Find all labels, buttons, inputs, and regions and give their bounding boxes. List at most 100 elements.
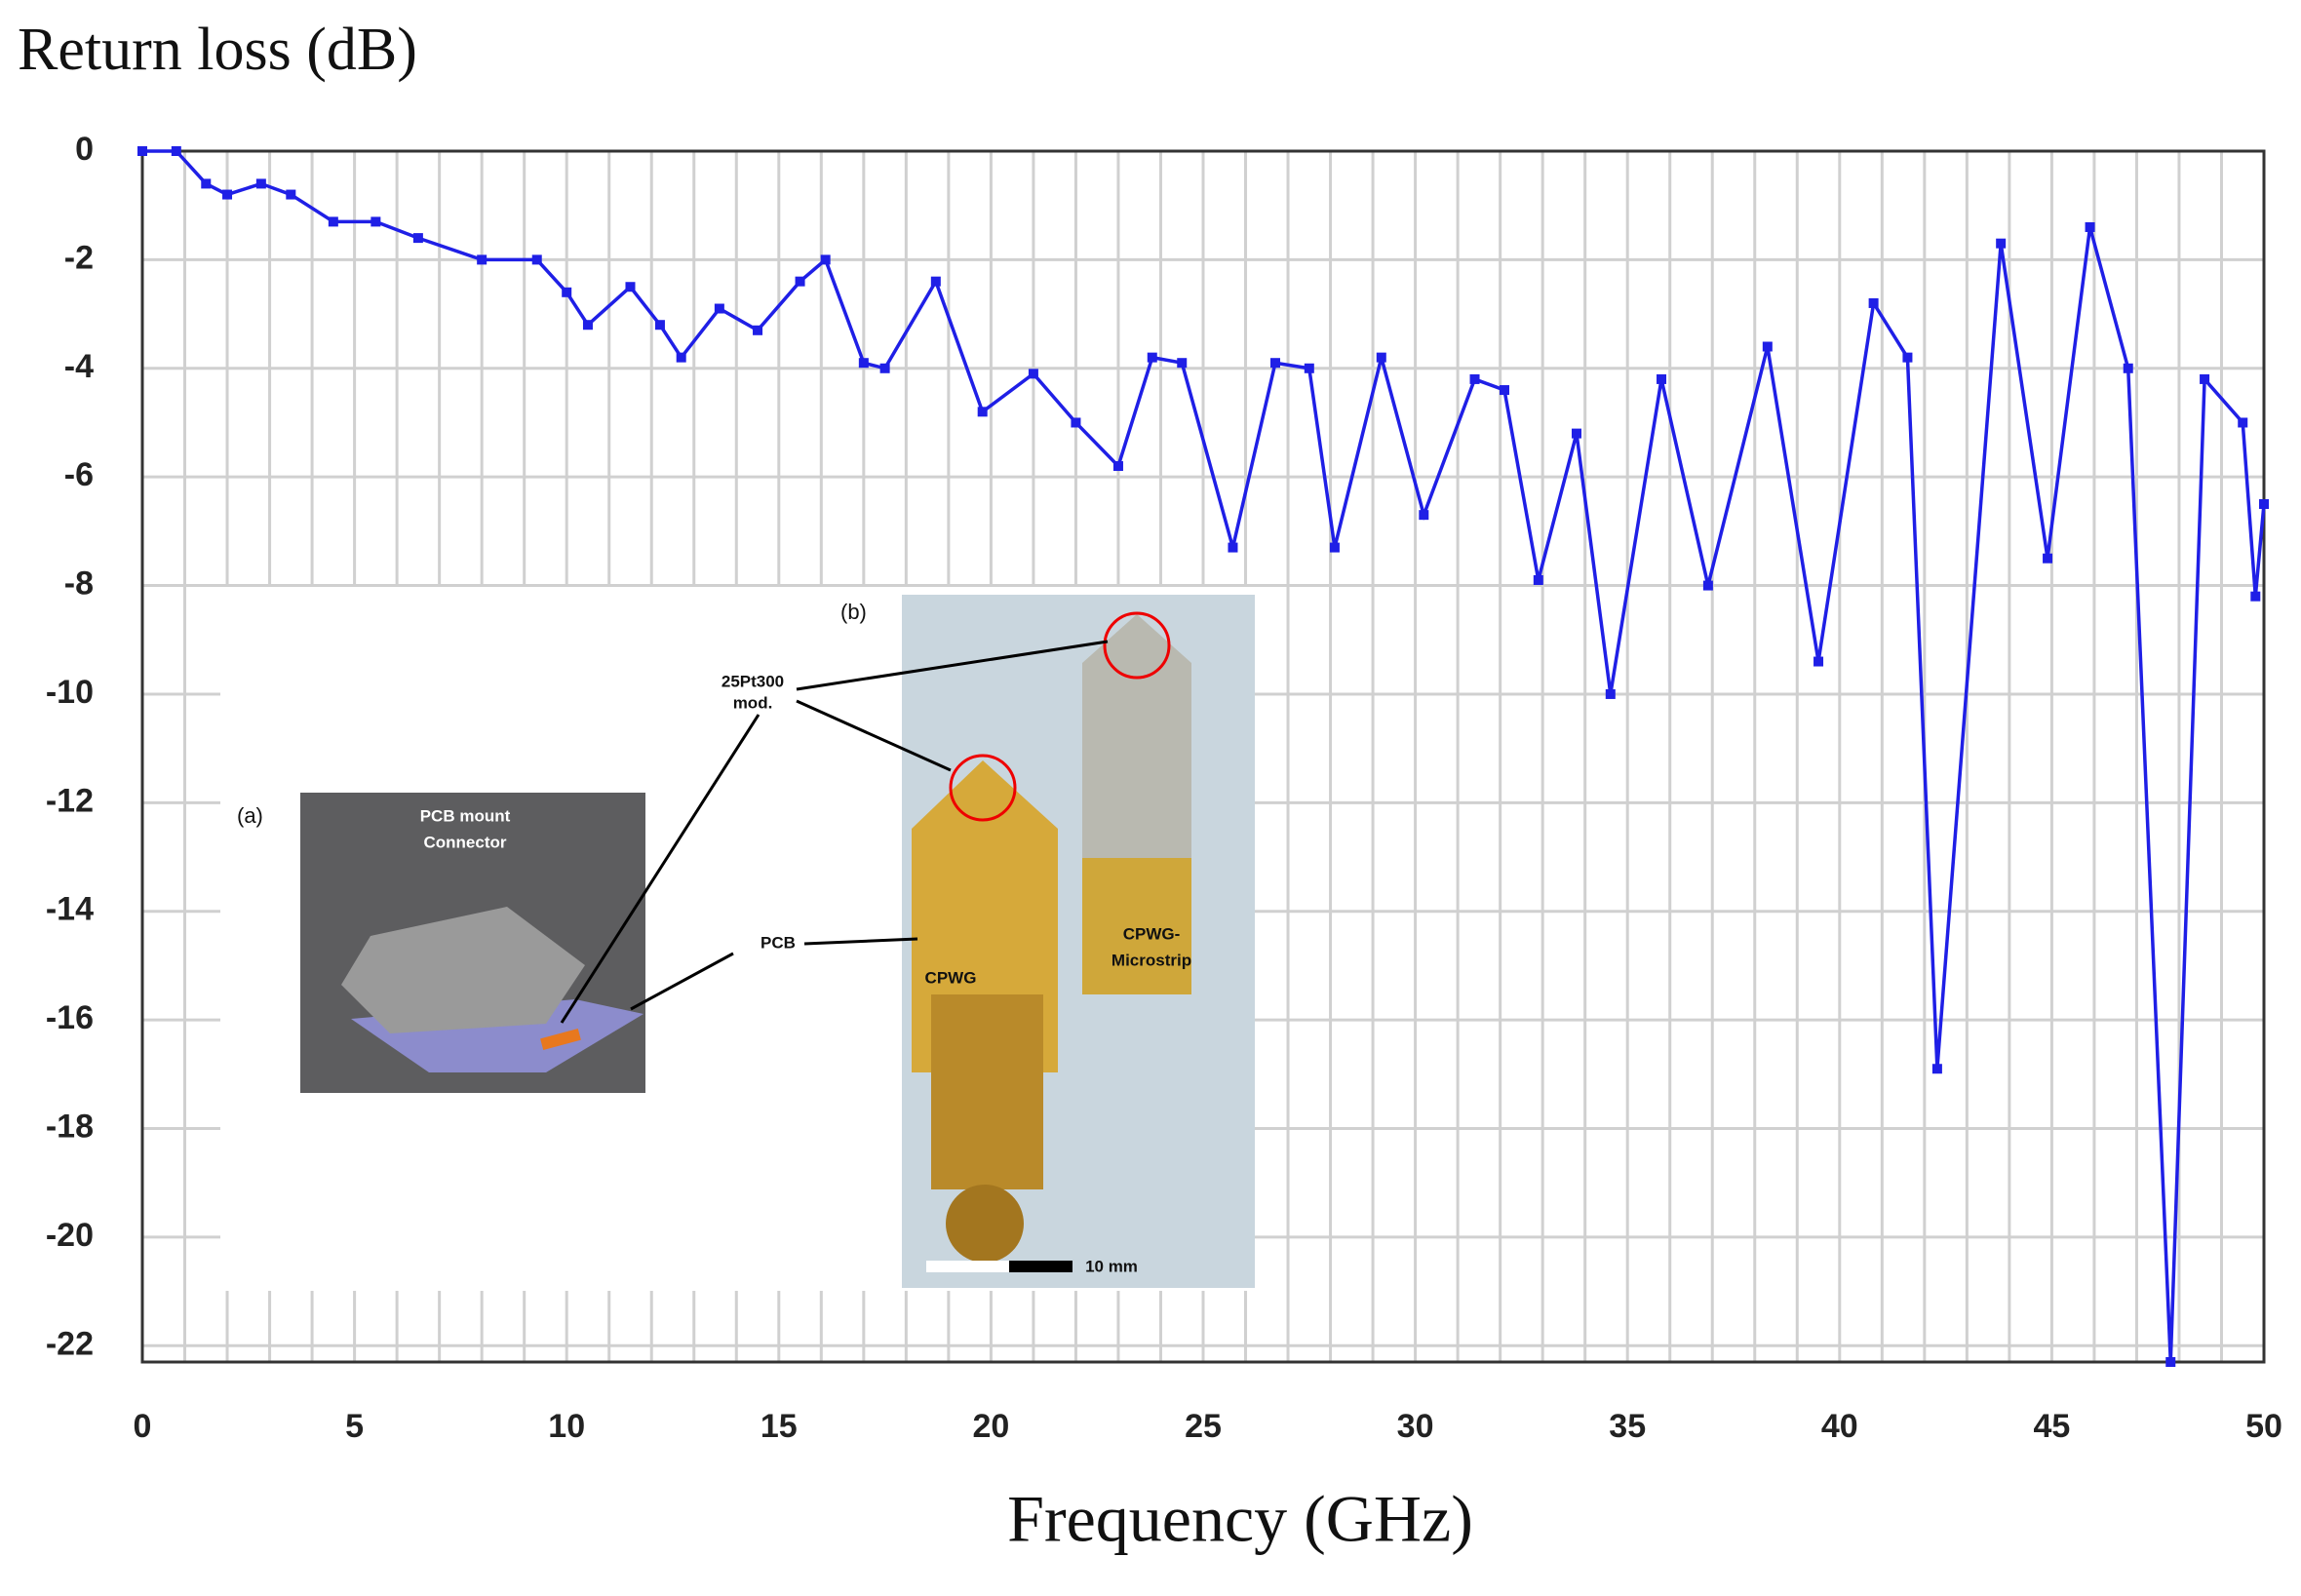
annotation: Connector — [424, 833, 507, 851]
point-marker — [2259, 499, 2269, 510]
point-marker — [1269, 358, 1280, 369]
point-marker — [1571, 428, 1581, 439]
point-marker — [1112, 461, 1123, 472]
point-marker — [1533, 574, 1543, 585]
point-marker — [2123, 363, 2133, 373]
point-marker — [531, 254, 542, 265]
point-marker — [1177, 358, 1188, 369]
annotation: (b) — [840, 600, 867, 624]
point-marker — [137, 146, 147, 156]
y-tick-label: 0 — [75, 131, 94, 168]
point-marker — [1376, 352, 1386, 363]
point-marker — [1702, 580, 1713, 591]
y-tick-label: -10 — [46, 674, 94, 711]
point-marker — [795, 276, 805, 287]
point-marker — [676, 352, 686, 363]
arrow — [796, 640, 1109, 691]
point-marker — [1814, 656, 1824, 667]
annotation: PCB mount — [420, 806, 511, 825]
highlight-circle — [949, 754, 1017, 822]
x-tick-label: 0 — [134, 1408, 152, 1445]
connector-photo — [931, 994, 1043, 1189]
point-marker — [714, 303, 724, 314]
point-marker — [2085, 221, 2095, 232]
y-tick-label: -18 — [46, 1108, 94, 1145]
annotation: CPWG — [925, 968, 977, 987]
point-marker — [977, 407, 988, 417]
point-marker — [858, 358, 869, 369]
annotation: CPWG- — [1123, 924, 1181, 943]
annotation: (a) — [237, 803, 263, 828]
point-marker — [625, 282, 636, 292]
point-marker — [1996, 238, 2007, 249]
point-marker — [286, 189, 296, 200]
point-marker — [1762, 341, 1773, 352]
point-marker — [328, 216, 338, 227]
plot — [137, 146, 2269, 1367]
point-marker — [171, 146, 181, 156]
point-marker — [820, 254, 831, 265]
point-marker — [370, 216, 381, 227]
point-marker — [2200, 373, 2210, 384]
y-tick-label: -4 — [64, 348, 94, 385]
arrows — [560, 640, 1109, 1024]
y-tick-label: -16 — [46, 999, 94, 1036]
point-marker — [582, 320, 593, 331]
point-marker — [1071, 417, 1081, 428]
point-marker — [930, 276, 941, 287]
plot-frame — [140, 149, 2266, 1364]
point-marker — [1228, 542, 1238, 553]
point-marker — [1469, 373, 1480, 384]
x-tick-label: 50 — [2245, 1408, 2282, 1445]
point-marker — [1902, 352, 1913, 363]
board-gold — [1082, 858, 1191, 994]
y-tick-label: -6 — [64, 456, 94, 493]
point-marker — [1868, 297, 1879, 308]
scale-bar — [1009, 1261, 1072, 1272]
annotation: Microstrip — [1112, 951, 1191, 969]
point-marker — [1329, 542, 1340, 553]
point-marker — [1657, 373, 1667, 384]
x-tick-label: 45 — [2033, 1408, 2070, 1445]
x-tick-label: 30 — [1397, 1408, 1434, 1445]
annotation: 10 mm — [1085, 1257, 1138, 1275]
point-marker — [222, 189, 233, 200]
point-marker — [1028, 369, 1038, 379]
trace — [540, 1029, 581, 1050]
point-marker — [477, 254, 488, 265]
point-marker — [562, 287, 572, 297]
point-marker — [2043, 553, 2053, 564]
point-marker — [412, 233, 423, 244]
y-tick-label: -22 — [46, 1325, 94, 1362]
x-axis-title: Frequency (GHz) — [1007, 1482, 1473, 1556]
point-marker — [255, 178, 266, 189]
annotation: PCB — [760, 933, 796, 952]
arrow — [803, 937, 918, 946]
series-line — [142, 149, 2266, 1363]
x-tick-label: 15 — [760, 1408, 798, 1445]
y-axis-title: Return loss (dB) — [18, 17, 417, 83]
y-tick-label: -12 — [46, 782, 94, 819]
point-marker — [1931, 1064, 1942, 1074]
y-tick-label: -14 — [46, 891, 94, 928]
point-marker — [2250, 591, 2261, 602]
point-marker — [2238, 417, 2248, 428]
point-marker — [2165, 1357, 2176, 1367]
inset: (a) PCB mount Connector PCB 25Pt300 mod.… — [220, 587, 1255, 1291]
point-marker — [654, 320, 665, 331]
point-marker — [879, 363, 890, 373]
annotation: mod. — [733, 693, 773, 712]
connector-body — [341, 907, 585, 1033]
scale-bar — [926, 1261, 1009, 1272]
highlight-circle — [1103, 611, 1171, 680]
point-marker — [201, 178, 212, 189]
arrow — [560, 714, 760, 1024]
connector-face — [946, 1185, 1024, 1263]
y-tick-label: -8 — [64, 565, 94, 603]
point-marker — [1499, 385, 1509, 396]
point-marker — [1147, 352, 1157, 363]
y-tick-label: -2 — [64, 239, 94, 276]
arrow — [796, 699, 952, 772]
x-tick-label: 25 — [1185, 1408, 1222, 1445]
